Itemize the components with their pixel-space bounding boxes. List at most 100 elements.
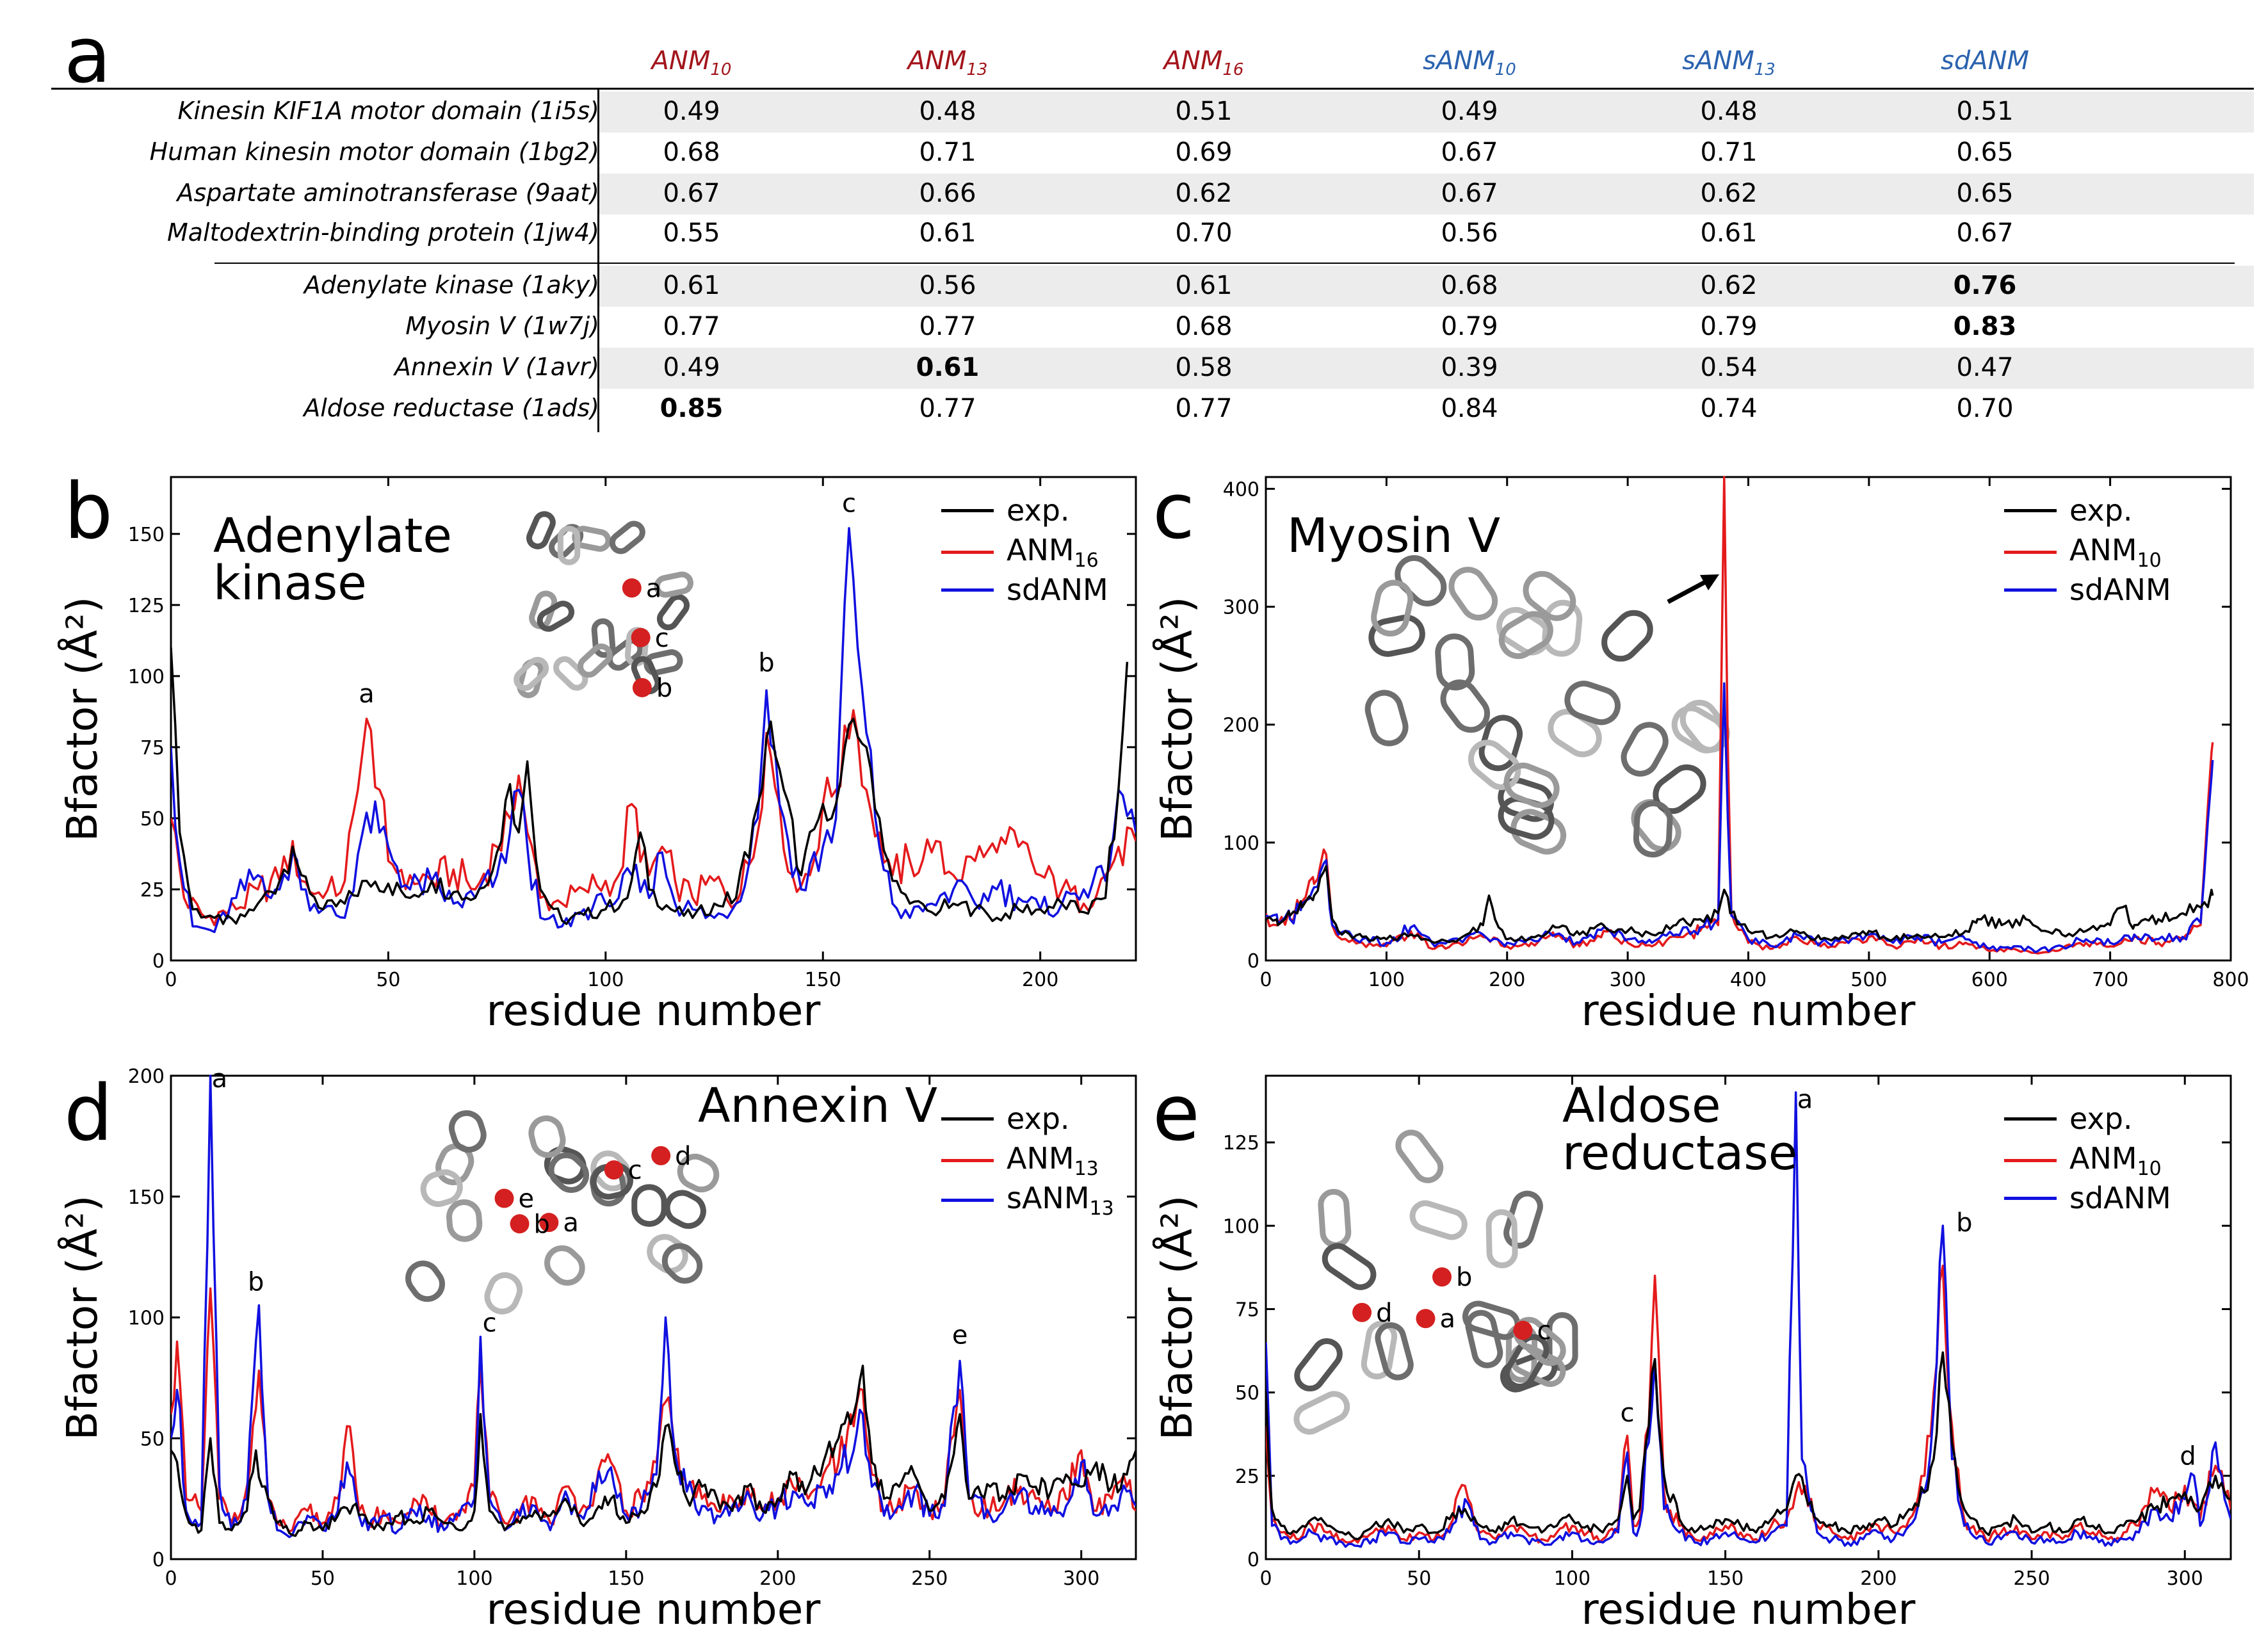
helix: [446, 1199, 483, 1242]
helix: [1500, 1351, 1558, 1393]
helix: [1498, 777, 1554, 822]
helix: [661, 1243, 703, 1284]
helix: [1294, 1338, 1343, 1392]
protein-atom: [1352, 1302, 1372, 1322]
helix: [1510, 809, 1567, 855]
legend-label: sdANM: [2069, 572, 2171, 607]
helix: [1496, 606, 1551, 656]
helix: [1478, 715, 1523, 772]
helix: [1505, 1324, 1538, 1383]
helix: [1631, 798, 1681, 852]
protein-atom-label: e: [519, 1185, 535, 1214]
series-line-exp: [1266, 864, 2214, 944]
y-tick-label: 0: [1247, 950, 1259, 973]
series-line-sdanm: [1266, 682, 2214, 953]
helix: [677, 1153, 720, 1193]
row-shade: [599, 174, 2254, 215]
legend-label: exp.: [1007, 1101, 1070, 1136]
helix: [1361, 1320, 1398, 1380]
y-axis-label: Bfactor (Å²): [58, 596, 107, 841]
protein-atom: [1416, 1309, 1436, 1329]
table-cell: 0.77: [919, 394, 976, 423]
protein-atom: [631, 628, 651, 647]
helix: [1368, 614, 1425, 657]
column-header-label: ANM: [907, 46, 967, 76]
y-tick-label: 75: [1235, 1299, 1259, 1321]
protein-atom: [632, 677, 652, 697]
legend-label: ANM10: [2069, 533, 2162, 572]
helix: [606, 638, 643, 671]
protein-atom: [1513, 1320, 1533, 1340]
series-line-anm: [171, 709, 1136, 927]
table-cell: 0.62: [1700, 179, 1758, 208]
peak-label: e: [952, 1320, 968, 1350]
helix: [537, 601, 575, 632]
legend-label: sdANM: [2069, 1181, 2171, 1215]
protein-atom-label: a: [1439, 1304, 1455, 1334]
helix: [1509, 1343, 1566, 1388]
arrow-icon: [1667, 579, 1708, 604]
row-label: Kinesin KIF1A motor domain (1i5s): [177, 97, 599, 125]
table-cell: 0.47: [1956, 353, 2014, 382]
legend-label: exp.: [2069, 1101, 2133, 1136]
table-cell: 0.67: [1956, 218, 2014, 248]
table-cell: 0.71: [919, 138, 976, 167]
helix: [631, 656, 661, 695]
protein-atom: [651, 1146, 671, 1165]
y-tick-label: 100: [128, 1308, 165, 1330]
y-tick-label: 125: [128, 595, 165, 617]
chart-title: Adenylate kinase: [213, 512, 452, 607]
legend-swatch: [941, 1117, 994, 1121]
row-shade: [599, 348, 2254, 389]
helix: [549, 524, 584, 559]
peak-label: a: [1797, 1085, 1813, 1114]
peak-label: c: [1621, 1398, 1635, 1428]
peak-label: b: [1956, 1208, 1972, 1238]
helix: [591, 618, 616, 658]
helix: [1503, 1190, 1543, 1249]
table-cell: 0.79: [1441, 312, 1498, 341]
table-cell: 0.67: [1441, 179, 1498, 208]
legend-swatch: [2004, 1196, 2057, 1200]
column-header-subscript: 10: [1494, 60, 1516, 79]
helix: [624, 627, 649, 667]
helix: [553, 656, 588, 691]
protein-atom-label: c: [628, 1156, 642, 1185]
table-cell: 0.61: [916, 353, 980, 382]
column-header-subscript: 16: [1222, 60, 1244, 79]
legend-label: exp.: [1007, 493, 1070, 528]
legend-label: sdANM: [1007, 572, 1108, 607]
helix: [548, 1152, 590, 1193]
y-tick-label: 300: [1223, 597, 1259, 619]
protein-atom: [494, 1188, 514, 1208]
row-label: Adenylate kinase (1aky): [303, 271, 599, 299]
table-header: ANM10 ANM13 ANM16 sANM10 sANM13 sdANM: [51, 38, 2254, 85]
series-line-anm: [171, 1287, 1136, 1533]
table-cell: 0.65: [1956, 179, 2014, 208]
protein-atom-label: a: [563, 1208, 579, 1238]
helix: [1671, 705, 1726, 754]
legend-swatch: [2004, 508, 2057, 512]
y-axis-label: Bfactor (Å²): [58, 1195, 107, 1440]
legend-item: ANM16: [941, 533, 1099, 572]
table-cell: 0.74: [1700, 394, 1758, 423]
helix: [557, 525, 581, 565]
helix: [1621, 722, 1669, 777]
helix: [609, 521, 645, 555]
y-tick-label: 25: [140, 879, 165, 902]
chart-title-line: Aldose: [1562, 1078, 1721, 1133]
panel-letter-b: b: [64, 467, 113, 556]
header-rule: [51, 88, 2254, 90]
protein-atom-label: b: [1456, 1263, 1472, 1292]
y-tick-label: 0: [152, 1549, 165, 1571]
helix: [1601, 610, 1653, 662]
legend-label: sANM13: [1007, 1181, 1114, 1220]
table-row: Annexin V (1avr) 0.49 0.61 0.58 0.39 0.54 0.47: [51, 348, 2254, 389]
table-cell: 0.61: [663, 271, 720, 300]
table-cell: 0.49: [1441, 97, 1498, 126]
table-cell: 0.65: [1956, 138, 2014, 167]
table-cell: 0.51: [1956, 97, 2014, 126]
helix: [643, 649, 683, 676]
peak-label: c: [842, 489, 856, 519]
column-header-4: sANM13: [1633, 46, 1825, 79]
